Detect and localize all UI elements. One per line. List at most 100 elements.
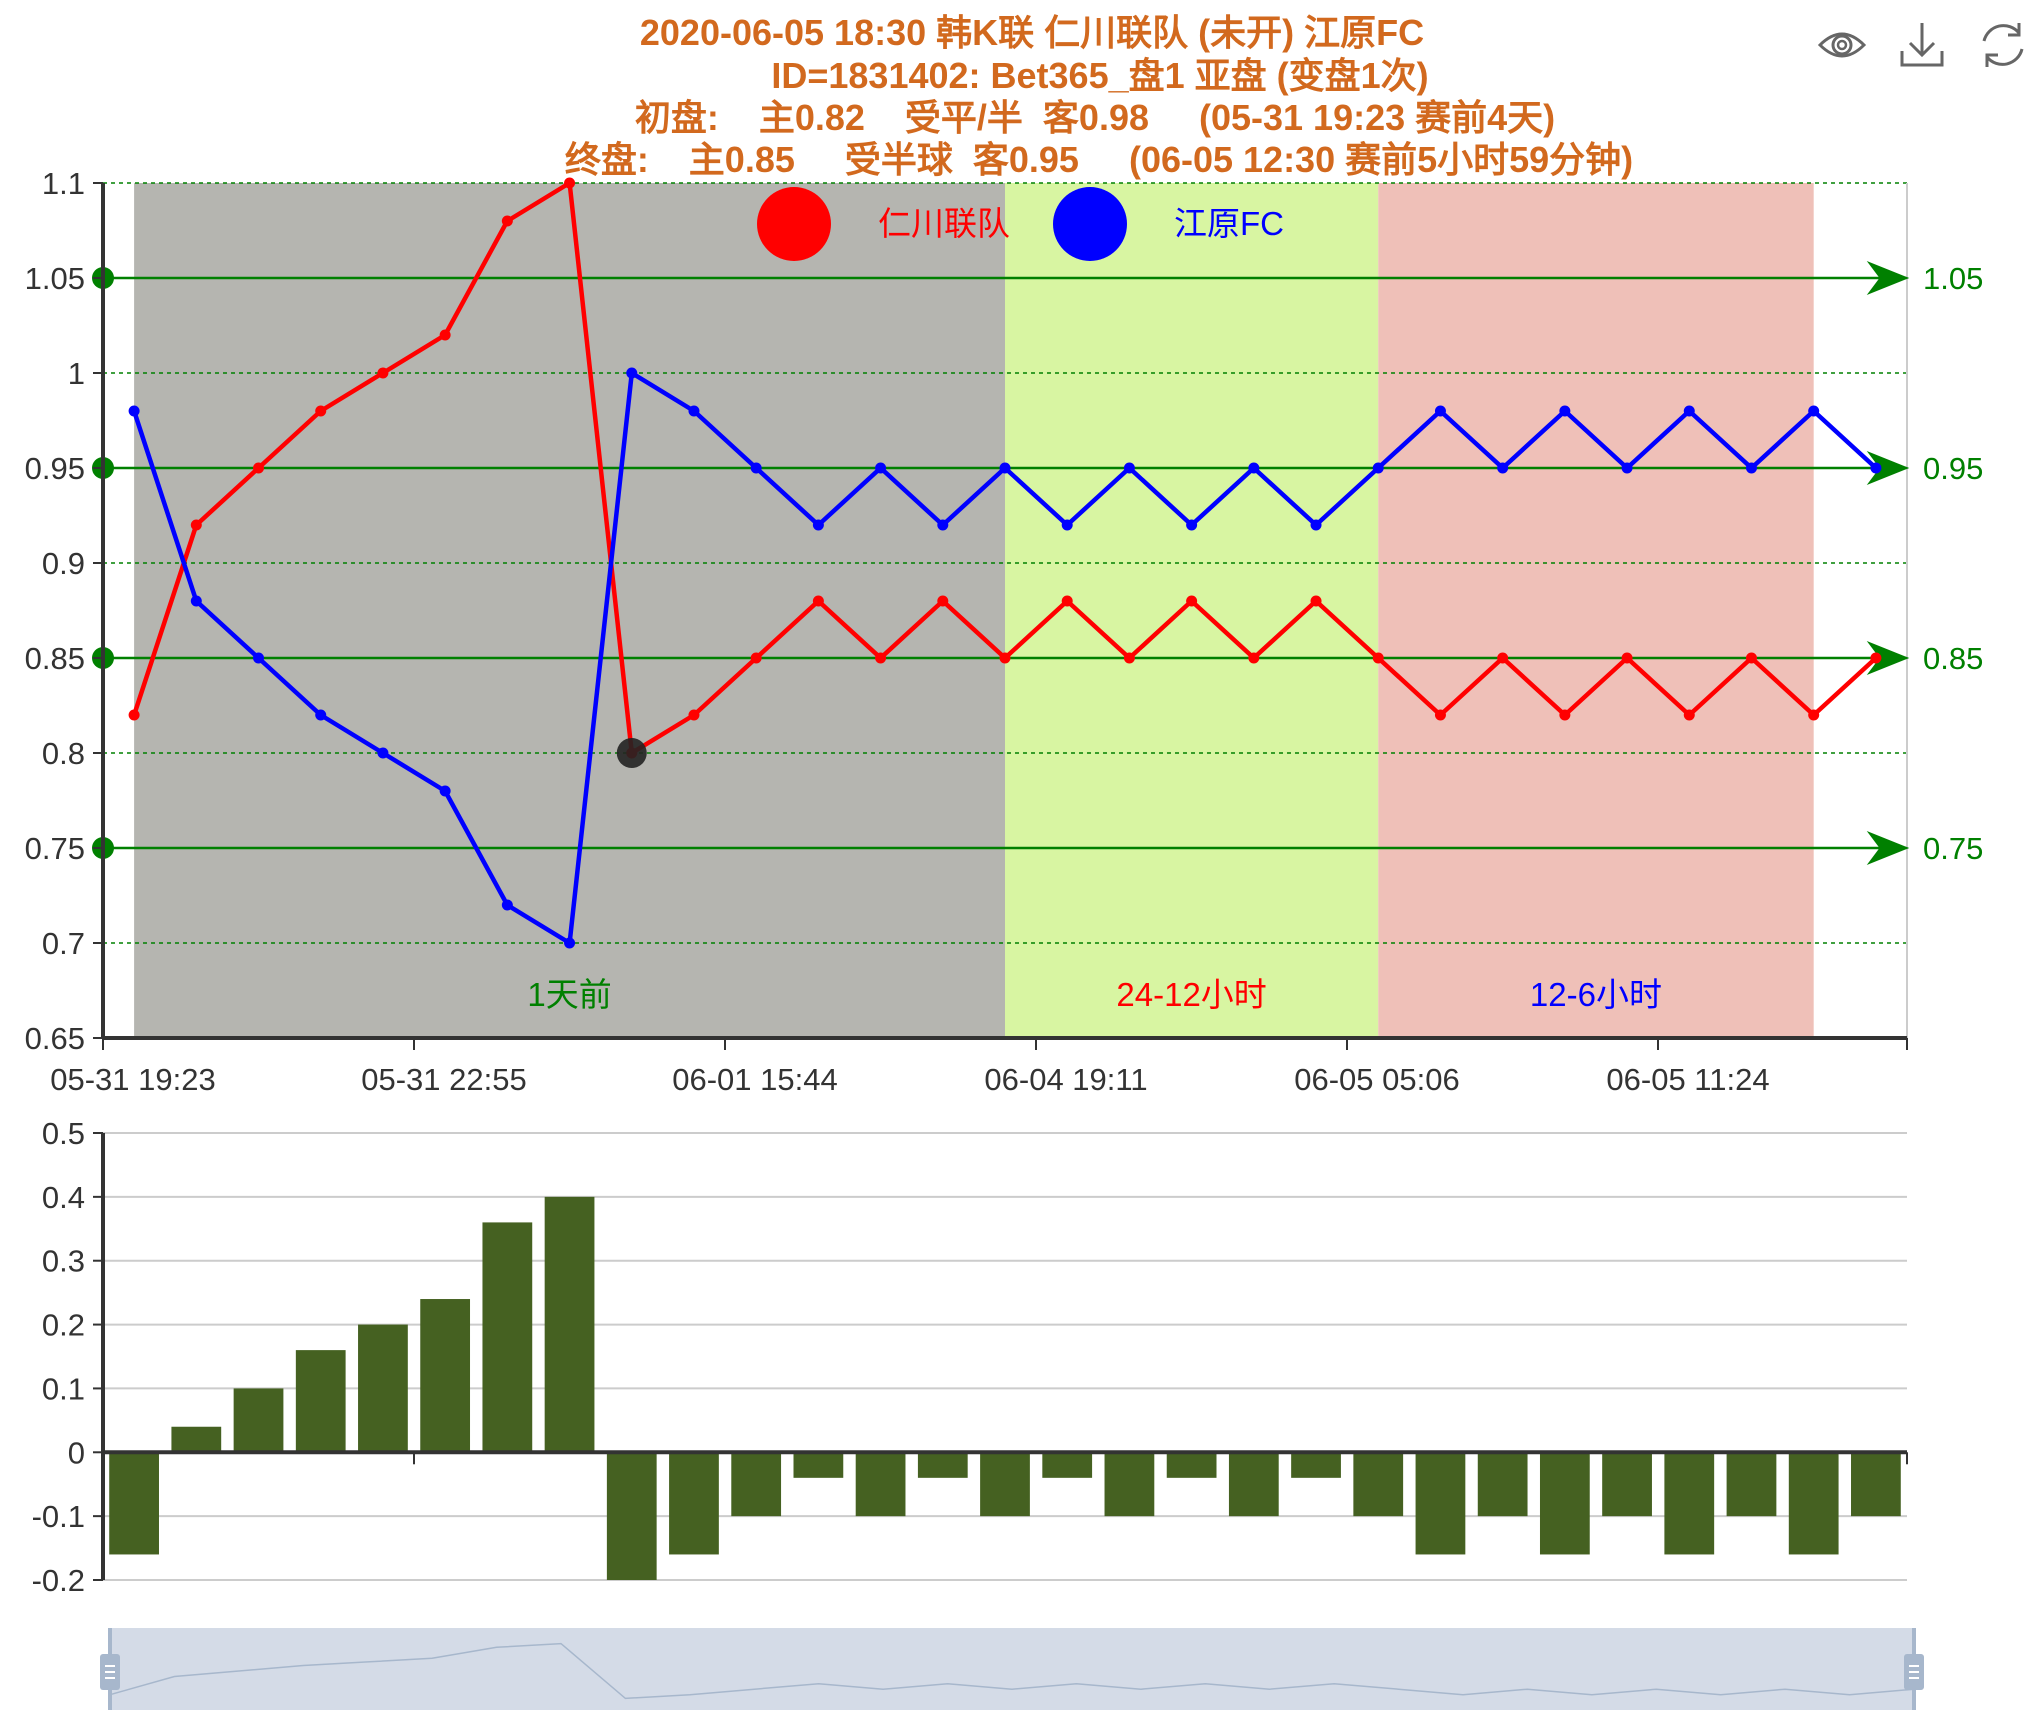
bar[interactable]: [109, 1452, 159, 1555]
bar[interactable]: [1664, 1452, 1715, 1555]
data-point-away[interactable]: [377, 747, 389, 759]
data-point-home[interactable]: [501, 215, 513, 227]
data-point-home[interactable]: [1683, 709, 1695, 721]
x-tick-label: 06-04 19:11: [984, 1062, 1147, 1097]
bar-chart-axes: -0.2 -0.1 0 0.1 0.2 0.3 0.4 0.5: [32, 1116, 1908, 1598]
data-point-home[interactable]: [1061, 595, 1073, 607]
refresh-icon[interactable]: [1977, 19, 2029, 71]
data-point-away[interactable]: [1310, 519, 1322, 531]
data-point-home[interactable]: [1310, 595, 1322, 607]
bar[interactable]: [171, 1426, 222, 1453]
data-point-home[interactable]: [812, 595, 824, 607]
data-point-away[interactable]: [812, 519, 824, 531]
data-point-away[interactable]: [1186, 519, 1198, 531]
data-point-away[interactable]: [1870, 462, 1882, 474]
data-point-away[interactable]: [501, 899, 513, 911]
line-chart-grid: [103, 182, 1908, 1038]
data-point-home[interactable]: [1559, 709, 1571, 721]
bar[interactable]: [669, 1452, 719, 1555]
data-point-home[interactable]: [439, 329, 451, 341]
download-icon[interactable]: [1896, 19, 1948, 71]
data-point-away[interactable]: [937, 519, 949, 531]
bar[interactable]: [1477, 1452, 1528, 1517]
data-point-home[interactable]: [1248, 652, 1260, 664]
data-zoom-right-handle[interactable]: [1904, 1628, 1924, 1710]
data-point-away[interactable]: [1808, 405, 1820, 417]
bar[interactable]: [1415, 1452, 1466, 1555]
data-point-away[interactable]: [1683, 405, 1695, 417]
bar[interactable]: [1291, 1452, 1341, 1478]
data-point-away[interactable]: [999, 462, 1011, 474]
data-point-home[interactable]: [1621, 652, 1633, 664]
bar[interactable]: [233, 1388, 284, 1453]
data-point-away[interactable]: [1123, 462, 1135, 474]
bar[interactable]: [295, 1350, 346, 1453]
bar[interactable]: [1104, 1452, 1155, 1517]
legend-item-home[interactable]: 仁川联队: [757, 187, 1010, 261]
data-point-home[interactable]: [1870, 652, 1882, 664]
bar[interactable]: [1602, 1452, 1652, 1517]
data-point-home[interactable]: [253, 462, 265, 474]
data-point-home[interactable]: [999, 652, 1011, 664]
data-point-home[interactable]: [937, 595, 949, 607]
bar[interactable]: [793, 1452, 844, 1478]
data-point-away[interactable]: [1559, 405, 1571, 417]
data-point-home[interactable]: [750, 652, 762, 664]
data-point-away[interactable]: [439, 785, 451, 797]
bar[interactable]: [980, 1452, 1030, 1517]
bar[interactable]: [1726, 1452, 1777, 1517]
highlight-point[interactable]: [616, 738, 647, 768]
bar[interactable]: [1042, 1452, 1093, 1478]
data-point-home[interactable]: [1434, 709, 1446, 721]
bar[interactable]: [358, 1324, 408, 1453]
data-point-away[interactable]: [1061, 519, 1073, 531]
bar[interactable]: [1166, 1452, 1217, 1478]
data-point-away[interactable]: [253, 652, 265, 664]
data-point-home[interactable]: [1745, 652, 1757, 664]
bar[interactable]: [544, 1196, 595, 1453]
data-zoom-slider[interactable]: [100, 1628, 1924, 1710]
data-zoom-left-handle[interactable]: [100, 1628, 120, 1710]
data-point-home[interactable]: [377, 367, 389, 379]
data-point-home[interactable]: [688, 709, 700, 721]
data-point-away[interactable]: [1497, 462, 1509, 474]
data-point-home[interactable]: [315, 405, 327, 417]
bar[interactable]: [1851, 1452, 1901, 1517]
data-point-home[interactable]: [1808, 709, 1820, 721]
data-point-away[interactable]: [626, 367, 638, 379]
data-point-home[interactable]: [128, 709, 140, 721]
data-point-away[interactable]: [190, 595, 202, 607]
data-point-away[interactable]: [128, 405, 140, 417]
data-point-away[interactable]: [1372, 462, 1384, 474]
data-point-away[interactable]: [564, 937, 576, 949]
bar[interactable]: [917, 1452, 968, 1478]
bar[interactable]: [1788, 1452, 1839, 1555]
data-point-away[interactable]: [1434, 405, 1446, 417]
data-point-home[interactable]: [875, 652, 887, 664]
data-point-away[interactable]: [1745, 462, 1757, 474]
bar[interactable]: [1353, 1452, 1404, 1517]
data-point-away[interactable]: [875, 462, 887, 474]
data-point-home[interactable]: [564, 177, 576, 189]
eye-icon[interactable]: [1816, 19, 1868, 71]
data-point-away[interactable]: [1248, 462, 1260, 474]
bar[interactable]: [606, 1452, 657, 1580]
bar[interactable]: [1539, 1452, 1590, 1555]
bar[interactable]: [482, 1222, 533, 1453]
data-point-home[interactable]: [1186, 595, 1198, 607]
legend-item-away[interactable]: 江原FC: [1053, 187, 1284, 261]
data-point-home[interactable]: [190, 519, 202, 531]
data-point-home[interactable]: [1497, 652, 1509, 664]
data-point-away[interactable]: [315, 709, 327, 721]
bar[interactable]: [420, 1299, 471, 1453]
data-point-home[interactable]: [1123, 652, 1135, 664]
bar[interactable]: [1228, 1452, 1279, 1517]
bar[interactable]: [731, 1452, 782, 1517]
data-point-away[interactable]: [1621, 462, 1633, 474]
bar-y-tick-label: 0.2: [42, 1308, 85, 1343]
data-point-away[interactable]: [688, 405, 700, 417]
data-zoom-track[interactable]: [110, 1628, 1914, 1710]
data-point-away[interactable]: [750, 462, 762, 474]
bar[interactable]: [855, 1452, 906, 1517]
data-point-home[interactable]: [1372, 652, 1384, 664]
